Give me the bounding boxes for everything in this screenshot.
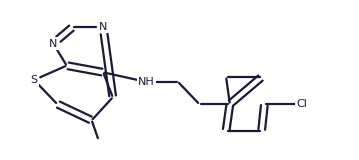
Text: Cl: Cl [297,99,307,109]
Text: NH: NH [138,77,155,87]
Text: S: S [31,75,38,85]
Text: N: N [49,39,57,48]
Text: N: N [99,22,107,32]
